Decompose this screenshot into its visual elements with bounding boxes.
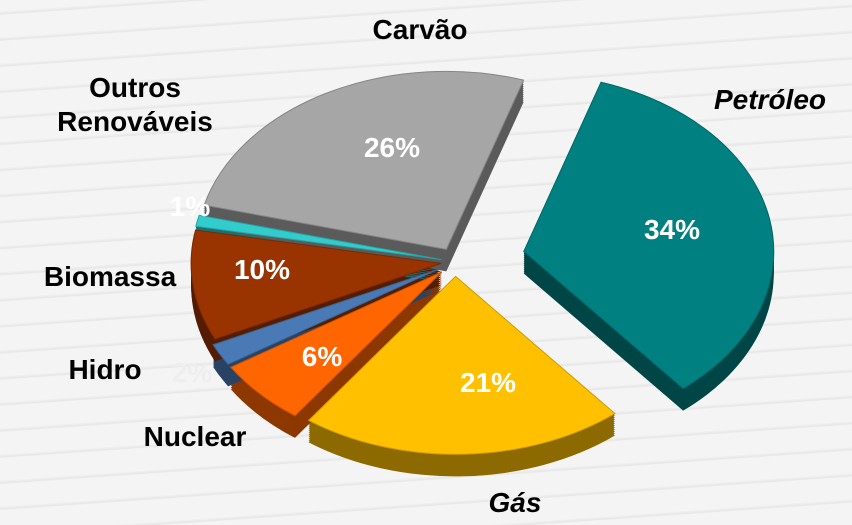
slice <box>307 275 616 455</box>
category-label: Nuclear <box>143 421 247 452</box>
value-label: 2% <box>171 357 213 388</box>
value-label: 34% <box>643 214 701 245</box>
value-label: 10% <box>233 254 291 285</box>
category-label: Carvão <box>372 14 468 45</box>
category-label: Hidro <box>68 354 142 385</box>
slice <box>190 229 442 340</box>
slice <box>195 214 442 261</box>
slice <box>203 70 525 250</box>
value-label: 1% <box>169 191 211 222</box>
value-label: 26% <box>363 132 421 163</box>
slice <box>523 81 775 390</box>
category-label: Gás <box>488 487 542 518</box>
value-label: 6% <box>301 341 343 372</box>
category-label: Petróleo <box>713 84 827 115</box>
slice <box>212 268 440 365</box>
category-label: Biomassa <box>43 261 177 292</box>
slice <box>229 271 443 417</box>
category-label: Outros Renováveis <box>57 72 213 137</box>
value-label: 21% <box>459 367 517 398</box>
